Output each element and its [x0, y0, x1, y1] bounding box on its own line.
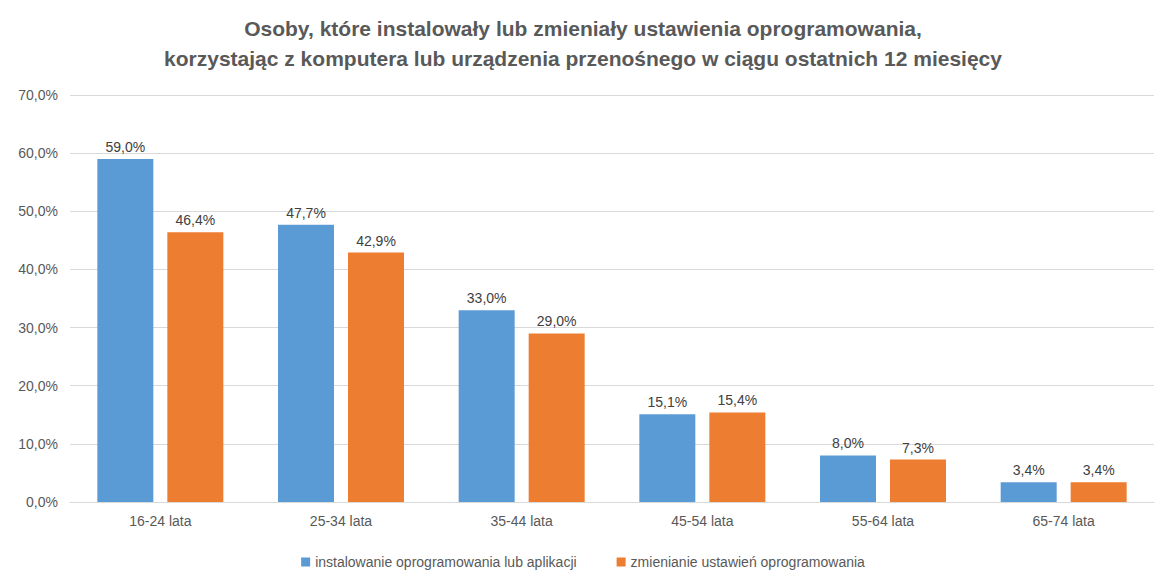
svg-text:15,1%: 15,1% [647, 394, 687, 410]
svg-text:60,0%: 60,0% [18, 145, 58, 161]
svg-text:10,0%: 10,0% [18, 436, 58, 452]
svg-text:33,0%: 33,0% [467, 290, 507, 306]
svg-text:29,0%: 29,0% [537, 313, 577, 329]
svg-text:zmienianie ustawień oprogramow: zmienianie ustawień oprogramowania [631, 554, 865, 570]
svg-text:25-34 lata: 25-34 lata [310, 513, 372, 529]
svg-text:30,0%: 30,0% [18, 320, 58, 336]
svg-text:8,0%: 8,0% [832, 435, 864, 451]
svg-text:47,7%: 47,7% [286, 205, 326, 221]
svg-text:20,0%: 20,0% [18, 378, 58, 394]
svg-text:3,4%: 3,4% [1083, 462, 1115, 478]
svg-text:42,9%: 42,9% [356, 233, 396, 249]
svg-text:59,0%: 59,0% [105, 139, 145, 155]
svg-text:46,4%: 46,4% [175, 212, 215, 228]
svg-text:55-64 lata: 55-64 lata [852, 513, 914, 529]
svg-text:Osoby, które instalowały lub z: Osoby, które instalowały lub zmieniały u… [244, 17, 922, 40]
svg-text:40,0%: 40,0% [18, 261, 58, 277]
svg-text:45-54 lata: 45-54 lata [671, 513, 733, 529]
svg-text:korzystając z komputera lub ur: korzystając z komputera lub urządzenia p… [164, 47, 1002, 70]
svg-text:65-74 lata: 65-74 lata [1033, 513, 1095, 529]
svg-text:16-24 lata: 16-24 lata [129, 513, 191, 529]
svg-text:70,0%: 70,0% [18, 87, 58, 103]
svg-text:35-44 lata: 35-44 lata [491, 513, 553, 529]
svg-text:instalowanie oprogramowania lu: instalowanie oprogramowania lub aplikacj… [315, 554, 576, 570]
svg-text:50,0%: 50,0% [18, 203, 58, 219]
svg-text:0,0%: 0,0% [26, 494, 58, 510]
svg-text:3,4%: 3,4% [1013, 462, 1045, 478]
svg-text:7,3%: 7,3% [902, 440, 934, 456]
svg-text:15,4%: 15,4% [717, 392, 757, 408]
